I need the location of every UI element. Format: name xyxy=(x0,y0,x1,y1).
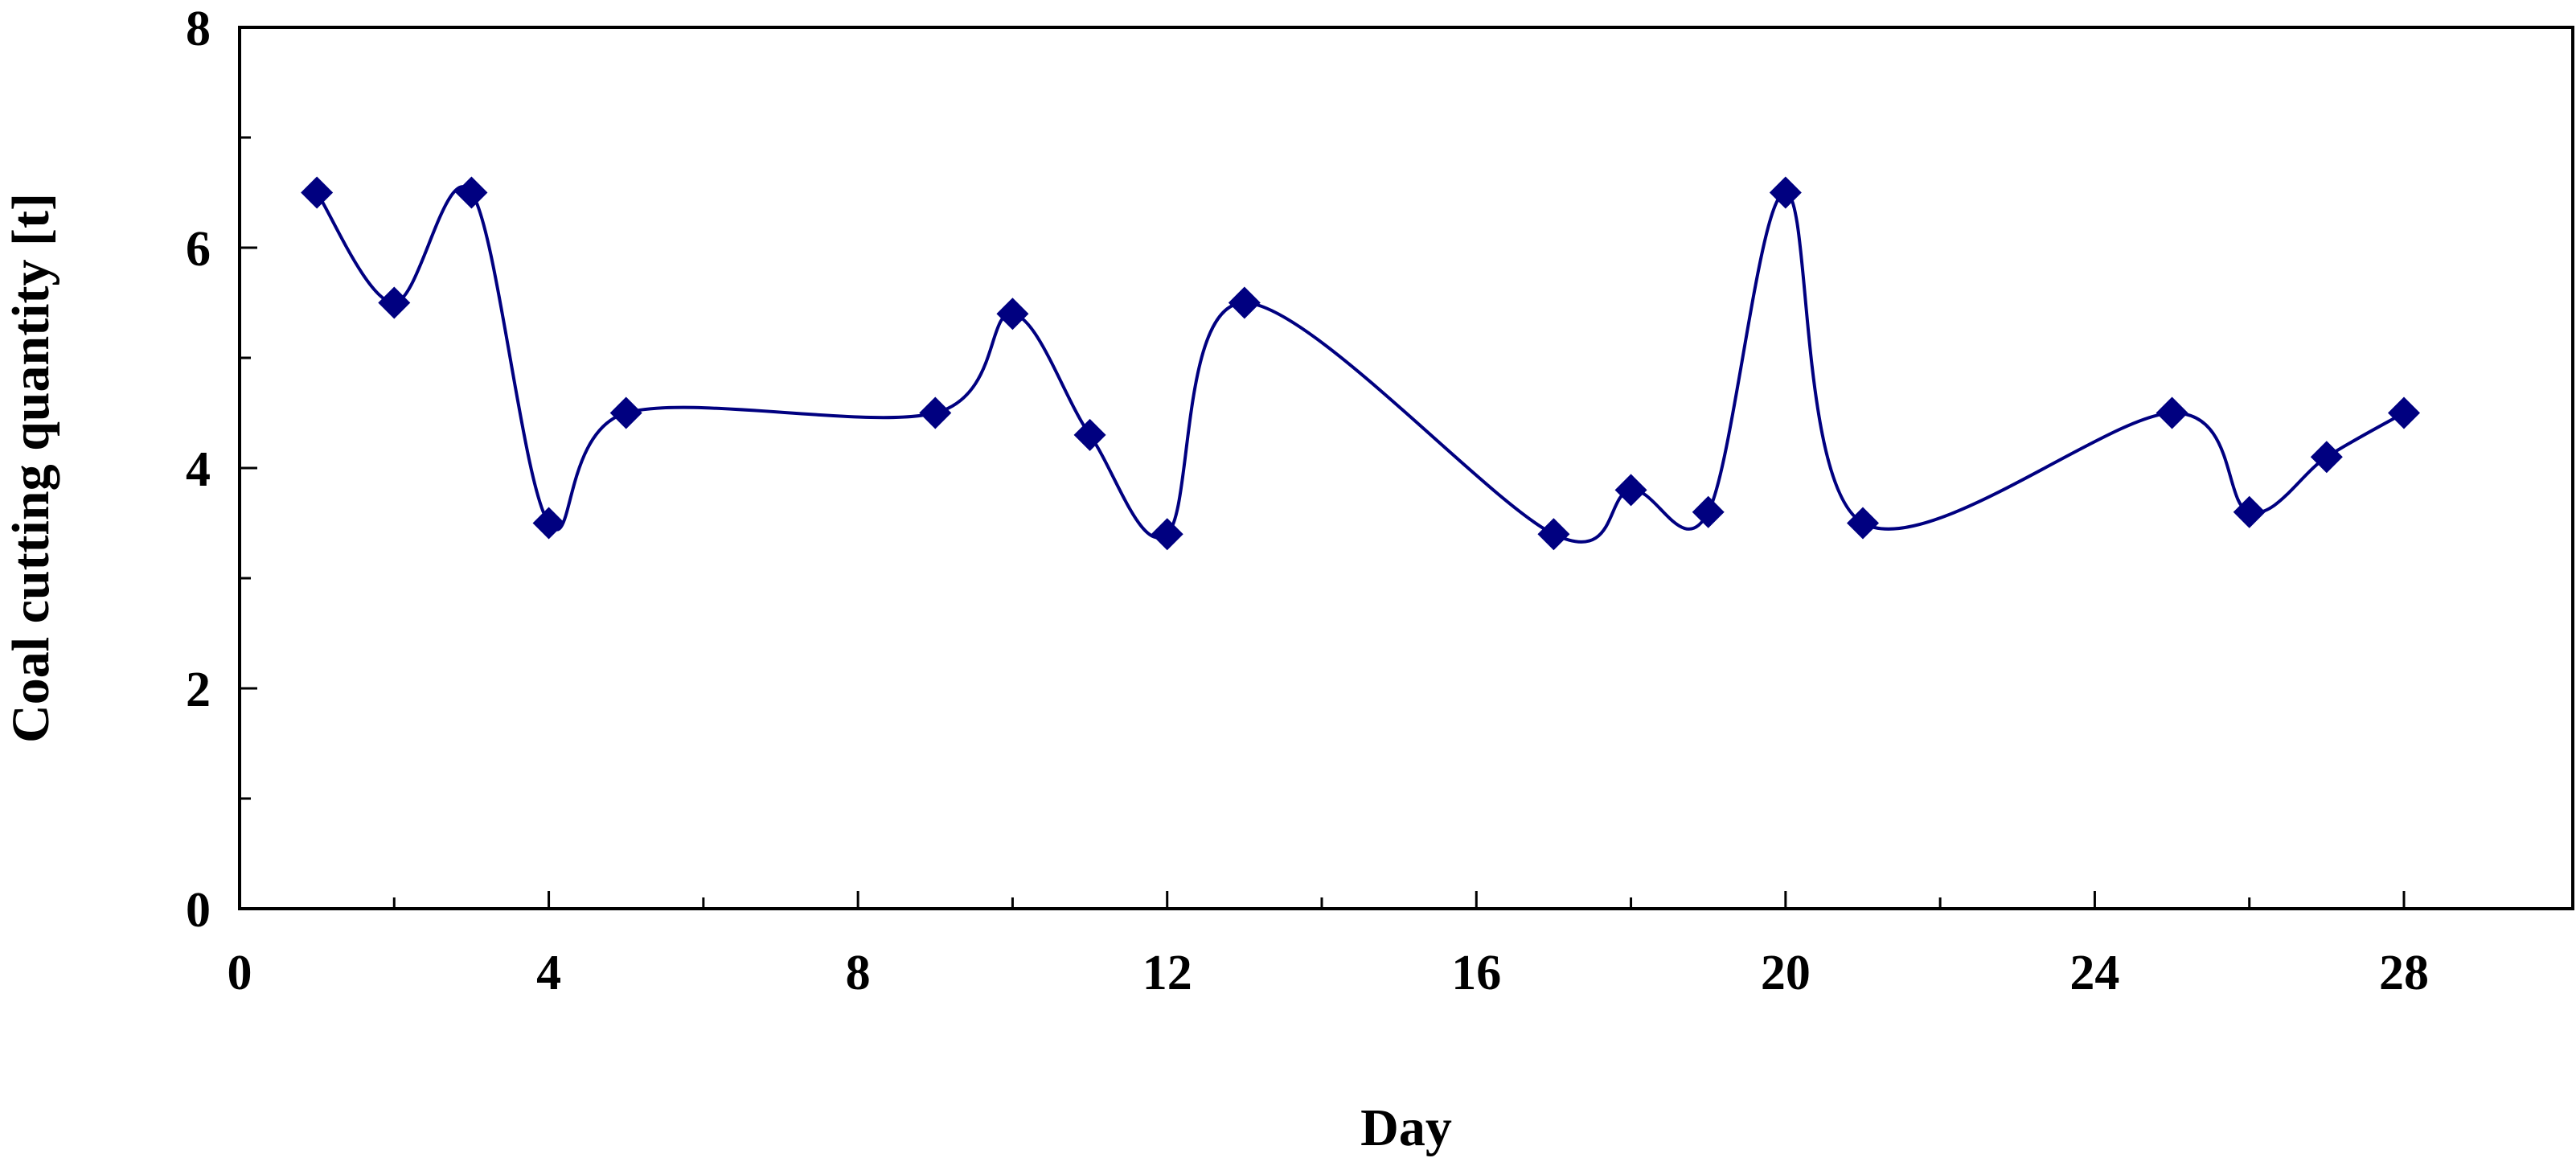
x-tick-label: 16 xyxy=(1451,946,1501,1000)
data-point-marker xyxy=(919,396,952,429)
y-tick-label: 8 xyxy=(186,2,211,56)
data-point-marker xyxy=(455,176,488,209)
data-point-marker xyxy=(1228,286,1261,319)
data-point-marker xyxy=(609,396,642,429)
x-tick-label: 8 xyxy=(846,946,871,1000)
y-tick-label: 6 xyxy=(186,222,211,277)
x-tick-label: 0 xyxy=(228,946,252,1000)
data-point-marker xyxy=(1847,507,1879,540)
data-point-marker xyxy=(2156,396,2188,429)
data-point-marker xyxy=(532,507,565,540)
x-tick-label: 28 xyxy=(2379,946,2429,1000)
y-tick-label: 0 xyxy=(186,883,211,938)
axis-ticks xyxy=(238,26,2406,910)
x-tick-label: 12 xyxy=(1142,946,1192,1000)
x-tick-label: 4 xyxy=(536,946,561,1000)
data-point-marker xyxy=(1537,518,1570,551)
y-axis-title: Coal cutting quantity [t] xyxy=(2,193,60,743)
data-point-marker xyxy=(996,298,1029,331)
data-point-marker xyxy=(1614,474,1647,507)
x-axis-title: Day xyxy=(1360,1098,1452,1157)
data-point-marker xyxy=(301,176,334,209)
data-point-marker xyxy=(2388,396,2420,429)
data-point-marker xyxy=(2310,441,2343,474)
data-point-marker xyxy=(1769,176,1802,209)
y-tick-label: 4 xyxy=(186,442,211,497)
x-tick-label: 24 xyxy=(2069,946,2119,1000)
x-tick-labels: 0 4 8 12 16 20 24 28 xyxy=(228,946,2430,1000)
data-markers xyxy=(301,176,2420,551)
data-point-marker xyxy=(378,286,411,319)
data-point-marker xyxy=(1073,418,1106,451)
data-point-marker xyxy=(1151,518,1183,551)
data-point-marker xyxy=(1692,495,1725,528)
y-tick-labels: 0 2 4 6 8 xyxy=(186,2,211,938)
data-point-marker xyxy=(2233,495,2266,528)
plot-area xyxy=(238,26,2574,910)
y-tick-label: 2 xyxy=(186,663,211,717)
x-tick-label: 20 xyxy=(1761,946,1811,1000)
